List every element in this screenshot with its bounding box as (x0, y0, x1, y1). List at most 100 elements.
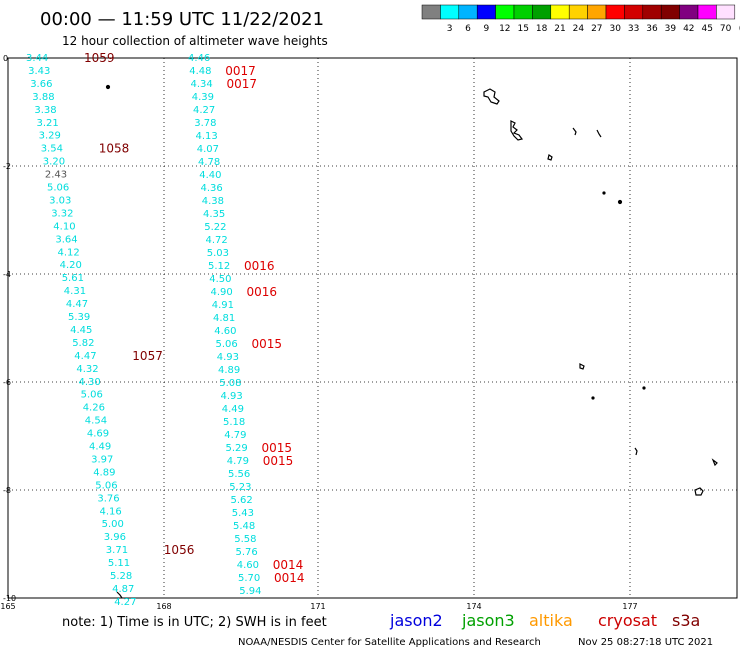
lon-label: 177 (622, 602, 637, 611)
wave-height-value: 3.44 (26, 53, 48, 64)
legend-unit: (ft) (739, 24, 740, 34)
wave-height-value: 3.38 (34, 105, 56, 116)
lon-label: 168 (156, 602, 171, 611)
lat-label: 0 (3, 54, 8, 63)
lat-label: -2 (3, 162, 11, 171)
island (642, 386, 646, 390)
wave-height-value: 3.03 (49, 195, 71, 206)
wave-height-value: 4.13 (196, 131, 218, 142)
wave-height-value: 4.72 (206, 235, 228, 246)
wave-height-value: 5.58 (234, 534, 256, 545)
wave-height-value: 5.00 (102, 519, 124, 530)
island (634, 447, 638, 456)
satellite-name: altika (529, 611, 573, 630)
wave-height-value: 5.06 (95, 480, 117, 491)
wave-height-value: 4.46 (188, 53, 210, 64)
wave-height-value: 3.54 (41, 144, 63, 155)
wave-height-value: 5.70 (238, 573, 260, 584)
island (547, 154, 553, 161)
wave-height-value: 4.27 (114, 597, 136, 608)
lat-lon-grid (7, 57, 738, 599)
legend-swatch (624, 4, 644, 20)
legend-tick-label: 45 (701, 24, 712, 34)
pass-time-label: 1057 (132, 349, 163, 363)
island (116, 591, 123, 599)
legend-tick-label: 6 (465, 24, 471, 34)
wave-height-value: 4.79 (224, 430, 246, 441)
legend-tick-label: 9 (484, 24, 490, 34)
legend-swatch (605, 4, 625, 20)
legend-tick-label: 15 (517, 24, 528, 34)
island (483, 88, 500, 105)
lat-label: -8 (3, 486, 11, 495)
legend-tick-label: 3 (447, 24, 453, 34)
legend-swatch (587, 4, 607, 20)
legend-tick-label: 12 (499, 24, 510, 34)
island (617, 199, 623, 205)
wave-height-value: 3.43 (28, 66, 50, 77)
wave-height-value: 4.90 (211, 287, 233, 298)
wave-height-value: 4.38 (202, 196, 224, 207)
wave-height-value: 4.47 (74, 351, 96, 362)
lat-label: -6 (3, 378, 11, 387)
wave-height-value: 4.31 (64, 286, 86, 297)
legend-tick-label: 42 (683, 24, 694, 34)
pass-time-label: 1056 (164, 543, 195, 557)
pass-time-label: 0017 (225, 64, 256, 78)
wave-height-value: 5.22 (204, 222, 226, 233)
wave-height-value: 5.48 (233, 521, 255, 532)
wave-height-value: 4.87 (112, 584, 134, 595)
pass-time-label: 0016 (247, 285, 278, 299)
lat-label: -4 (3, 270, 11, 279)
wave-height-value: 4.89 (218, 365, 240, 376)
wave-height-value: 4.12 (58, 247, 80, 258)
lat-label: -10 (3, 594, 16, 603)
wave-height-value: 3.71 (106, 545, 128, 556)
legend-swatch (679, 4, 699, 20)
wave-height-value: 5.82 (72, 338, 94, 349)
pass-time-label: 0016 (244, 259, 275, 273)
wave-height-value: 4.81 (213, 313, 235, 324)
pass-time-label: 0017 (227, 77, 258, 91)
wave-height-value: 5.29 (226, 443, 248, 454)
track-cryosat: 4.46 4.48 4.34 4.39 4.27 3.78 4.13 4.07 4.78 4.40… (188, 53, 305, 597)
wave-height-value: 4.35 (203, 209, 225, 220)
altimeter-tracks: 3.44 3.43 3.66 3.88 3.38 3.21 3.29 3.54 3.20 2.43… (26, 51, 305, 608)
wave-height-value: 4.49 (89, 442, 111, 453)
wave-height-value: 4.20 (60, 260, 82, 271)
wave-height-value: 3.88 (32, 92, 54, 103)
wave-height-value: 5.76 (236, 547, 258, 558)
wave-height-value: 5.03 (207, 248, 229, 259)
lon-label: 165 (0, 602, 15, 611)
legend-swatch (642, 4, 662, 20)
island (596, 129, 602, 138)
legend-swatch (513, 4, 533, 20)
island (510, 120, 524, 141)
wave-height-value: 4.89 (93, 467, 115, 478)
wave-height-value: 3.29 (39, 131, 61, 142)
wave-height-value: 4.45 (70, 325, 92, 336)
satellite-name: cryosat (598, 611, 657, 630)
island (572, 127, 577, 136)
wave-height-value: 4.93 (221, 391, 243, 402)
legend-swatch (440, 4, 460, 20)
island (602, 191, 606, 195)
legend-swatch (421, 4, 441, 20)
wave-height-value: 4.91 (212, 300, 234, 311)
legend-tick-label: 30 (609, 24, 621, 34)
legend-swatch (550, 4, 570, 20)
pass-time-label: 0015 (262, 441, 293, 455)
wave-height-value: 4.10 (53, 221, 75, 232)
legend-swatch (458, 4, 478, 20)
footer-note: note: 1) Time is in UTC; 2) SWH is in fe… (62, 615, 327, 630)
island (579, 363, 585, 370)
wave-height-value: 4.34 (191, 79, 213, 90)
wave-height-value: 5.06 (47, 183, 69, 194)
island (711, 458, 718, 467)
wave-height-value: 5.12 (208, 261, 230, 272)
wave-height-value: 4.27 (193, 105, 215, 116)
wave-height-value: 3.32 (51, 208, 73, 219)
